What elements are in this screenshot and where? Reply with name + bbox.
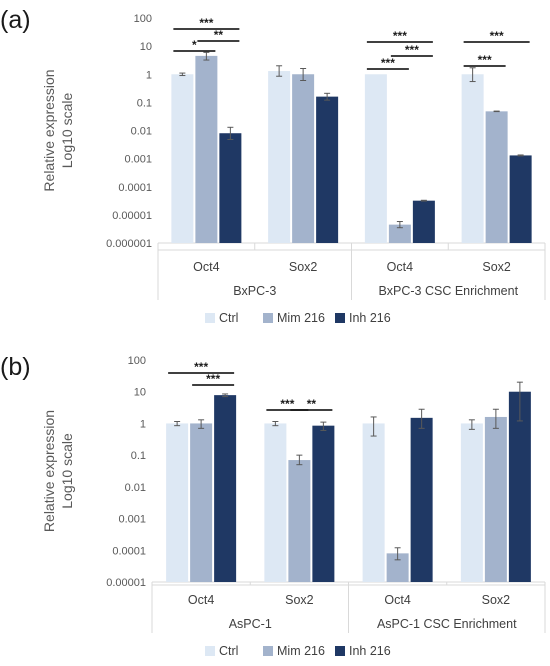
category-label: Oct4 <box>188 593 214 607</box>
group-label: AsPC-1 <box>229 617 272 631</box>
bar-ctrl <box>460 423 483 582</box>
y-tick-label: 100 <box>128 355 146 367</box>
bar-ctrl <box>166 423 189 582</box>
bar-ctrl <box>362 423 385 582</box>
significance-label: ** <box>214 28 224 42</box>
y-tick-label: 100 <box>134 13 152 25</box>
bar-mim <box>288 460 311 582</box>
bar-inh <box>410 417 433 582</box>
significance-label: *** <box>280 397 294 411</box>
y-tick-label: 10 <box>134 387 146 399</box>
group-label: BxPC-3 CSC Enrichment <box>378 284 518 298</box>
category-label: Sox2 <box>289 260 318 274</box>
y-tick-label: 0.0001 <box>112 545 146 557</box>
chart-b: 100 10 1 0.1 0.01 0.001 0.0001 0.00001 Relative … <box>41 355 546 658</box>
y-tick-label: 0.00001 <box>106 577 146 589</box>
bar-ctrl <box>264 423 287 582</box>
bar-inh <box>316 96 339 243</box>
category-label: Sox2 <box>285 593 314 607</box>
significance-label: *** <box>199 16 213 30</box>
bar-mim <box>195 55 218 243</box>
significance-label: *** <box>393 29 407 43</box>
legend-swatch-mim <box>263 646 273 656</box>
category-label: Oct4 <box>384 593 410 607</box>
significance-label: *** <box>478 53 492 67</box>
chart-a: 100 10 1 0.1 0.01 0.001 0.0001 0.00001 0.000001 R… <box>41 13 546 325</box>
bar-mim <box>386 553 409 582</box>
legend-label-mim: Mim 216 <box>277 311 325 325</box>
legend-label-ctrl: Ctrl <box>219 311 238 325</box>
bar-mim <box>292 74 315 243</box>
category-label: Sox2 <box>482 260 511 274</box>
bar-mim <box>484 416 507 582</box>
bar-inh <box>508 391 531 582</box>
y-tick-label: 0.000001 <box>106 238 152 250</box>
y-tick-label: 1 <box>146 69 152 81</box>
significance-label: ** <box>307 397 317 411</box>
y-tick-label: 0.001 <box>124 154 152 166</box>
legend-swatch-mim <box>263 313 273 323</box>
y-axis-label-line-2: Log10 scale <box>59 433 75 509</box>
bar-ctrl <box>268 71 291 243</box>
y-axis-label-line-1: Relative expression <box>41 410 57 532</box>
bar-inh <box>509 155 532 243</box>
bar-ctrl <box>171 74 194 243</box>
significance-label: *** <box>405 43 419 57</box>
bar-mim <box>190 423 213 582</box>
y-tick-label: 0.01 <box>125 482 146 494</box>
y-tick-label: 0.001 <box>118 514 146 526</box>
y-axis-label-line-2: Log10 scale <box>59 93 75 169</box>
bar-inh <box>312 425 335 582</box>
y-tick-label: 0.1 <box>137 97 152 109</box>
bar-inh <box>219 133 242 243</box>
bar-mim <box>485 111 508 243</box>
y-tick-label: 10 <box>140 41 152 53</box>
category-label: Oct4 <box>193 260 219 274</box>
legend-swatch-ctrl <box>205 313 215 323</box>
y-axis-label: Relative expression Log10 scale <box>41 69 75 191</box>
y-tick-label: 0.0001 <box>118 182 152 194</box>
y-tick-label: 0.01 <box>131 126 152 138</box>
bar-ctrl <box>364 74 387 243</box>
legend-label-mim: Mim 216 <box>277 644 325 658</box>
bar-mim <box>388 224 411 243</box>
y-tick-label: 1 <box>140 418 146 430</box>
bar-inh <box>214 395 237 582</box>
legend-swatch-inh <box>335 313 345 323</box>
legend-label-inh: Inh 216 <box>349 311 391 325</box>
legend-swatch-inh <box>335 646 345 656</box>
significance-label: * <box>192 38 197 52</box>
category-label: Sox2 <box>482 593 511 607</box>
legend-label-inh: Inh 216 <box>349 644 391 658</box>
bar-inh <box>412 200 435 243</box>
legend-swatch-ctrl <box>205 646 215 656</box>
panel-label-b: (b) <box>0 353 31 381</box>
significance-label: *** <box>194 360 208 374</box>
bar-ctrl <box>461 74 484 243</box>
y-axis-label-line-1: Relative expression <box>41 69 57 191</box>
category-label: Oct4 <box>387 260 413 274</box>
y-tick-label: 0.1 <box>131 450 146 462</box>
group-label: BxPC-3 <box>233 284 276 298</box>
y-tick-label: 0.00001 <box>112 210 152 222</box>
group-label: AsPC-1 CSC Enrichment <box>377 617 517 631</box>
y-axis-label: Relative expression Log10 scale <box>41 410 75 532</box>
significance-label: *** <box>206 372 220 386</box>
legend-label-ctrl: Ctrl <box>219 644 238 658</box>
significance-label: *** <box>381 56 395 70</box>
significance-label: *** <box>490 29 504 43</box>
panel-label-a: (a) <box>0 6 31 34</box>
